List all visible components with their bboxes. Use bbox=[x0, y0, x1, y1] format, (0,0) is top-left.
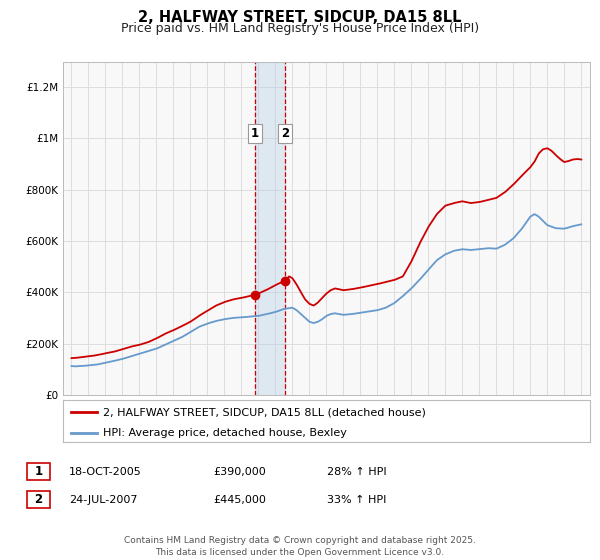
Text: 1: 1 bbox=[34, 465, 43, 478]
Text: Price paid vs. HM Land Registry's House Price Index (HPI): Price paid vs. HM Land Registry's House … bbox=[121, 22, 479, 35]
Text: 1: 1 bbox=[251, 127, 259, 140]
Text: HPI: Average price, detached house, Bexley: HPI: Average price, detached house, Bexl… bbox=[103, 428, 346, 438]
Text: 2: 2 bbox=[34, 493, 43, 506]
Text: 33% ↑ HPI: 33% ↑ HPI bbox=[327, 494, 386, 505]
Text: 2: 2 bbox=[281, 127, 289, 140]
Text: £390,000: £390,000 bbox=[213, 466, 266, 477]
Text: 2, HALFWAY STREET, SIDCUP, DA15 8LL: 2, HALFWAY STREET, SIDCUP, DA15 8LL bbox=[138, 10, 462, 25]
Bar bbox=[255, 62, 285, 395]
Text: £445,000: £445,000 bbox=[213, 494, 266, 505]
Text: 28% ↑ HPI: 28% ↑ HPI bbox=[327, 466, 386, 477]
Text: 2, HALFWAY STREET, SIDCUP, DA15 8LL (detached house): 2, HALFWAY STREET, SIDCUP, DA15 8LL (det… bbox=[103, 407, 425, 417]
Text: Contains HM Land Registry data © Crown copyright and database right 2025.
This d: Contains HM Land Registry data © Crown c… bbox=[124, 536, 476, 557]
Text: 18-OCT-2005: 18-OCT-2005 bbox=[69, 466, 142, 477]
Text: 24-JUL-2007: 24-JUL-2007 bbox=[69, 494, 137, 505]
